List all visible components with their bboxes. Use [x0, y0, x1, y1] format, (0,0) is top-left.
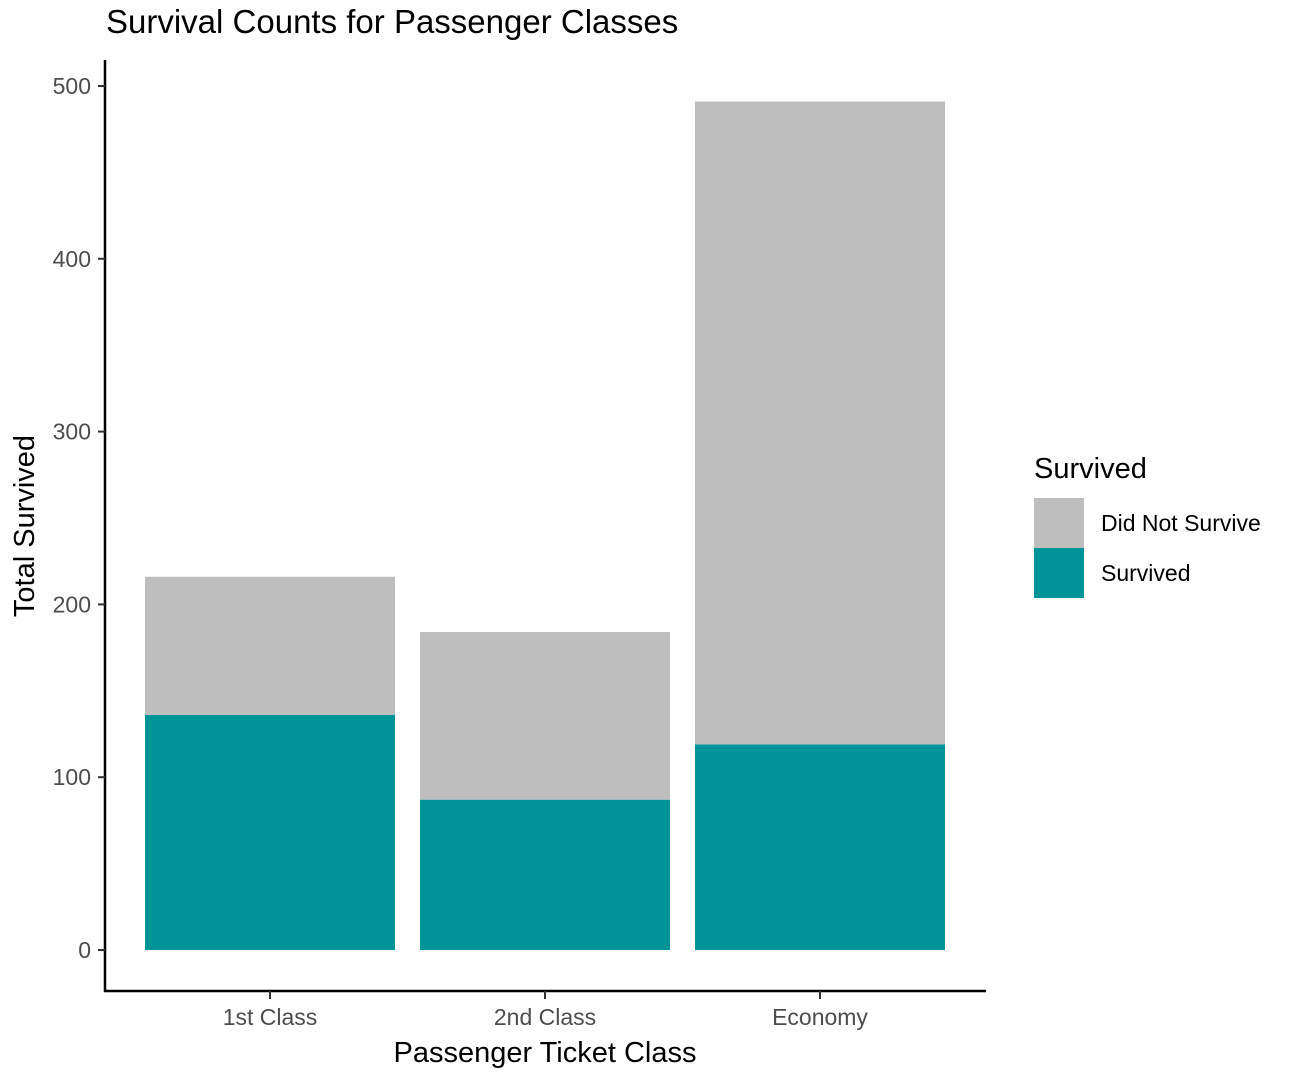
- x-tick-label: 2nd Class: [494, 1004, 596, 1030]
- x-tick-label: Economy: [772, 1004, 868, 1030]
- y-tick-label: 500: [53, 73, 91, 99]
- legend-swatch: [1034, 548, 1084, 598]
- chart-title: Survival Counts for Passenger Classes: [106, 3, 678, 40]
- bar-economy-survived: [695, 744, 945, 950]
- legend-title: Survived: [1034, 453, 1147, 485]
- y-axis-ticks: 0 100 200 300 400 500: [53, 73, 105, 963]
- legend: Survived Did Not Survive Survived: [1034, 453, 1261, 598]
- y-tick-label: 100: [53, 764, 91, 790]
- bar-1st-class-did-not-survive: [145, 576, 395, 715]
- y-tick-label: 0: [78, 937, 91, 963]
- x-axis-title: Passenger Ticket Class: [393, 1037, 696, 1069]
- x-tick-label: 1st Class: [223, 1004, 318, 1030]
- legend-entries: Did Not Survive Survived: [1034, 498, 1261, 598]
- bar-economy-did-not-survive: [695, 101, 945, 745]
- bar-2nd-class-did-not-survive: [420, 632, 670, 800]
- y-axis-title: Total Survived: [9, 435, 41, 617]
- legend-swatch: [1034, 498, 1084, 548]
- y-tick-label: 300: [53, 419, 91, 445]
- legend-label: Did Not Survive: [1101, 510, 1261, 536]
- bar-1st-class-survived: [145, 714, 395, 950]
- x-axis-ticks: 1st Class 2nd Class Economy: [223, 991, 868, 1030]
- legend-label: Survived: [1101, 560, 1190, 586]
- y-tick-label: 400: [53, 246, 91, 272]
- bars-group: [145, 101, 945, 950]
- y-tick-label: 200: [53, 591, 91, 617]
- bar-2nd-class-survived: [420, 799, 670, 950]
